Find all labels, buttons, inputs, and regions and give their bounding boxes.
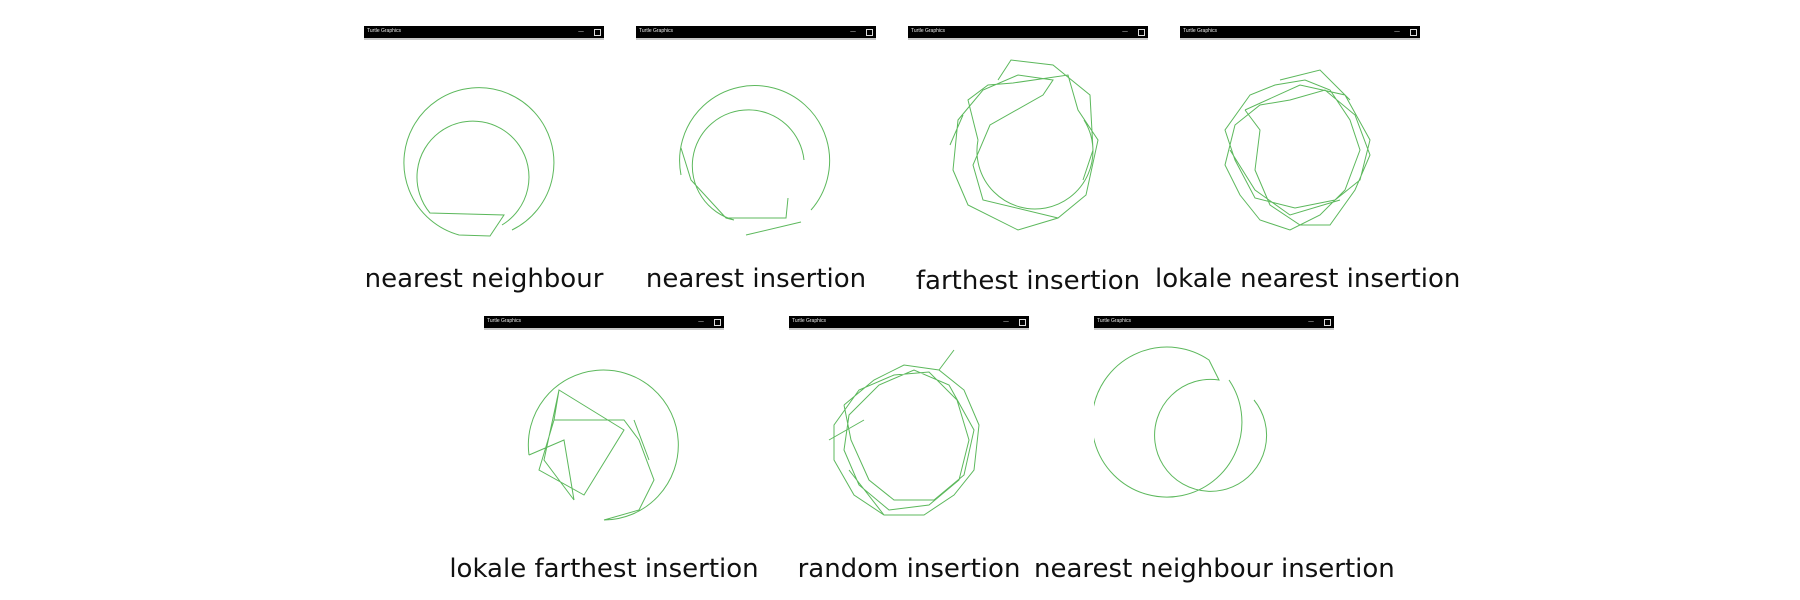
window-titlebar[interactable]: Turtle Graphics — <box>636 26 876 40</box>
tour-canvas <box>949 59 1099 231</box>
turtle-window-5: Turtle Graphics — <box>484 316 724 536</box>
tour-path <box>949 59 1099 231</box>
caption-lokale-nearest-insertion: lokale nearest insertion <box>1155 264 1461 294</box>
maximize-button[interactable] <box>1410 29 1417 36</box>
tour-canvas <box>403 87 555 237</box>
tour-path <box>679 85 831 236</box>
caption-lokale-farthest-insertion: lokale farthest insertion <box>449 554 759 584</box>
window-titlebar[interactable]: Turtle Graphics — <box>364 26 604 40</box>
turtle-window-7: Turtle Graphics — <box>1094 316 1334 536</box>
minimize-button[interactable]: — <box>1122 28 1128 35</box>
tour-canvas <box>679 85 831 236</box>
window-title: Turtle Graphics <box>1097 318 1131 324</box>
caption-nearest-neighbour: nearest neighbour <box>364 264 604 294</box>
window-title: Turtle Graphics <box>792 318 826 324</box>
maximize-button[interactable] <box>1138 29 1145 36</box>
turtle-window-6: Turtle Graphics — <box>789 316 1029 536</box>
window-titlebar[interactable]: Turtle Graphics — <box>789 316 1029 330</box>
window-title: Turtle Graphics <box>487 318 521 324</box>
tour-path <box>828 349 980 516</box>
window-title: Turtle Graphics <box>1183 28 1217 34</box>
tour-path <box>1094 346 1268 498</box>
tour-canvas <box>1224 69 1371 231</box>
maximize-button[interactable] <box>1324 319 1331 326</box>
window-titlebar[interactable]: Turtle Graphics — <box>908 26 1148 40</box>
tour-path <box>403 87 555 237</box>
maximize-button[interactable] <box>594 29 601 36</box>
maximize-button[interactable] <box>866 29 873 36</box>
caption-farthest-insertion: farthest insertion <box>915 266 1141 296</box>
minimize-button[interactable]: — <box>1308 318 1314 325</box>
minimize-button[interactable]: — <box>698 318 704 325</box>
maximize-button[interactable] <box>714 319 721 326</box>
caption-nearest-insertion: nearest insertion <box>645 264 867 294</box>
minimize-button[interactable]: — <box>1003 318 1009 325</box>
window-title: Turtle Graphics <box>639 28 673 34</box>
window-titlebar[interactable]: Turtle Graphics — <box>484 316 724 330</box>
tour-canvas <box>1094 346 1268 498</box>
tour-canvas <box>527 369 679 521</box>
minimize-button[interactable]: — <box>1394 28 1400 35</box>
tour-path <box>1224 69 1371 231</box>
tour-canvas <box>828 349 980 516</box>
window-title: Turtle Graphics <box>911 28 945 34</box>
window-title: Turtle Graphics <box>367 28 401 34</box>
caption-random-insertion: random insertion <box>797 554 1021 584</box>
tour-path <box>527 369 679 521</box>
minimize-button[interactable]: — <box>578 28 584 35</box>
turtle-window-3: Turtle Graphics — <box>908 26 1148 246</box>
turtle-window-2: Turtle Graphics — <box>636 26 876 246</box>
caption-nearest-neighbour-insertion: nearest neighbour insertion <box>1034 554 1395 584</box>
window-titlebar[interactable]: Turtle Graphics — <box>1094 316 1334 330</box>
maximize-button[interactable] <box>1019 319 1026 326</box>
turtle-window-1: Turtle Graphics — <box>364 26 604 246</box>
minimize-button[interactable]: — <box>850 28 856 35</box>
turtle-window-4: Turtle Graphics — <box>1180 26 1420 246</box>
window-titlebar[interactable]: Turtle Graphics — <box>1180 26 1420 40</box>
